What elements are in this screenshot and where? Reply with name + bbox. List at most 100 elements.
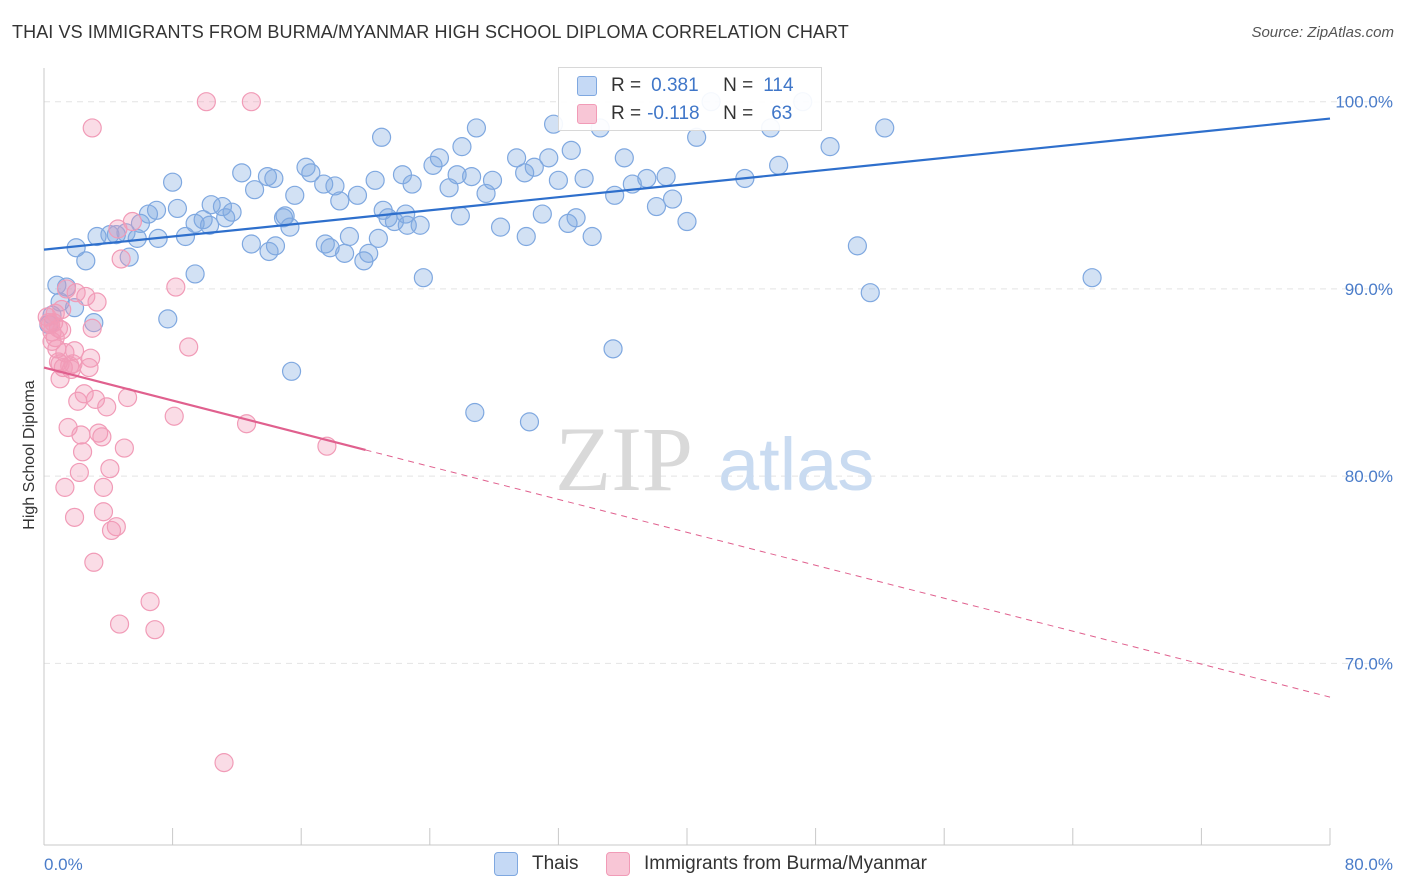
data-point bbox=[122, 211, 143, 232]
data-point bbox=[452, 137, 472, 157]
data-point bbox=[339, 226, 360, 247]
x-tick-label-max: 80.0% bbox=[1345, 855, 1393, 874]
legend-row-burma: R = -0.118 N = 63 bbox=[577, 101, 792, 127]
watermark: ZIP atlas bbox=[555, 408, 874, 510]
trend-line-thais bbox=[43, 117, 1331, 251]
data-point bbox=[280, 217, 300, 237]
legend-item-burma[interactable]: Immigrants from Burma/Myanmar bbox=[606, 852, 927, 876]
legend-r-value: 0.381 bbox=[651, 75, 699, 96]
data-point bbox=[138, 204, 159, 224]
data-point bbox=[232, 163, 252, 183]
data-point bbox=[66, 283, 86, 303]
data-point bbox=[50, 354, 70, 374]
data-point bbox=[82, 318, 102, 338]
legend-r-value: -0.118 bbox=[647, 103, 700, 124]
data-point bbox=[532, 204, 552, 224]
data-point bbox=[566, 208, 586, 228]
legend-item-thais[interactable]: Thais bbox=[494, 852, 578, 876]
chart-title: THAI VS IMMIGRANTS FROM BURMA/MYANMAR HI… bbox=[12, 22, 849, 42]
data-point bbox=[359, 243, 379, 263]
data-point bbox=[212, 196, 233, 217]
data-point bbox=[371, 127, 392, 147]
chart-source: Source: ZipAtlas.com bbox=[1251, 24, 1394, 41]
stats-legend: R = 0.381 N = 114 R = -0.118 N = 63 bbox=[558, 67, 822, 131]
data-point bbox=[111, 249, 131, 269]
data-point bbox=[69, 462, 89, 483]
data-point bbox=[81, 348, 101, 368]
data-point bbox=[466, 118, 487, 138]
data-point bbox=[199, 215, 220, 235]
data-point bbox=[93, 477, 114, 497]
data-point bbox=[637, 168, 657, 189]
data-point bbox=[52, 299, 72, 320]
data-point bbox=[241, 234, 261, 254]
data-point bbox=[58, 417, 78, 438]
data-point bbox=[76, 251, 96, 271]
legend-n-value: 63 bbox=[771, 103, 793, 124]
data-point bbox=[614, 148, 634, 168]
series-thais bbox=[39, 92, 1102, 432]
data-point bbox=[582, 226, 602, 247]
legend-swatch-burma bbox=[606, 852, 630, 876]
data-point bbox=[241, 92, 261, 112]
data-point bbox=[281, 361, 302, 381]
legend-swatch-thais bbox=[577, 76, 597, 96]
data-point bbox=[320, 238, 340, 258]
data-point bbox=[397, 215, 417, 235]
data-point bbox=[259, 241, 279, 262]
y-tick-label: 80.0% bbox=[1345, 467, 1393, 486]
trend-lines bbox=[43, 117, 1331, 698]
data-point bbox=[55, 477, 75, 497]
data-point bbox=[109, 614, 130, 634]
watermark-zip: ZIP bbox=[555, 408, 693, 510]
legend-label-burma: Immigrants from Burma/Myanmar bbox=[644, 853, 927, 874]
data-point bbox=[216, 208, 236, 228]
data-point bbox=[325, 176, 345, 196]
data-point bbox=[490, 217, 511, 237]
data-point bbox=[93, 502, 114, 522]
data-point bbox=[429, 148, 450, 168]
data-point bbox=[335, 243, 355, 263]
data-point bbox=[465, 402, 485, 423]
data-point bbox=[413, 268, 433, 288]
legend-n-value: 114 bbox=[763, 75, 794, 96]
data-point bbox=[76, 286, 96, 307]
data-point bbox=[74, 384, 94, 404]
y-axis-label: High School Diploma bbox=[21, 380, 38, 530]
series-burma bbox=[37, 92, 337, 773]
watermark-atlas: atlas bbox=[718, 423, 874, 506]
data-point bbox=[860, 283, 880, 303]
data-point bbox=[244, 180, 265, 200]
data-point bbox=[164, 406, 184, 426]
data-point bbox=[163, 172, 183, 192]
data-point bbox=[50, 369, 70, 389]
legend-row-thais: R = 0.381 N = 114 bbox=[577, 73, 794, 99]
data-point bbox=[119, 247, 139, 267]
data-point bbox=[524, 157, 544, 177]
data-point bbox=[301, 163, 321, 183]
y-tick-label: 90.0% bbox=[1345, 280, 1393, 299]
data-point bbox=[214, 753, 234, 773]
data-point bbox=[166, 277, 186, 297]
data-point bbox=[140, 592, 160, 612]
data-point bbox=[100, 459, 120, 479]
data-point bbox=[196, 92, 216, 112]
data-point bbox=[285, 185, 305, 205]
data-point bbox=[368, 228, 388, 248]
data-point bbox=[92, 427, 112, 447]
data-point bbox=[482, 170, 503, 190]
data-point bbox=[82, 118, 102, 138]
legend-label-thais: Thais bbox=[532, 853, 579, 874]
data-point bbox=[646, 196, 667, 217]
data-point bbox=[447, 165, 467, 185]
data-point bbox=[275, 206, 295, 226]
data-point bbox=[365, 170, 385, 190]
data-point bbox=[264, 168, 284, 189]
data-point bbox=[656, 166, 676, 187]
data-point bbox=[875, 118, 895, 138]
data-point bbox=[158, 309, 178, 329]
data-point bbox=[145, 620, 165, 640]
x-tick-label-min: 0.0% bbox=[44, 855, 83, 874]
y-tick-label: 100.0% bbox=[1335, 93, 1393, 112]
data-point bbox=[820, 137, 840, 157]
